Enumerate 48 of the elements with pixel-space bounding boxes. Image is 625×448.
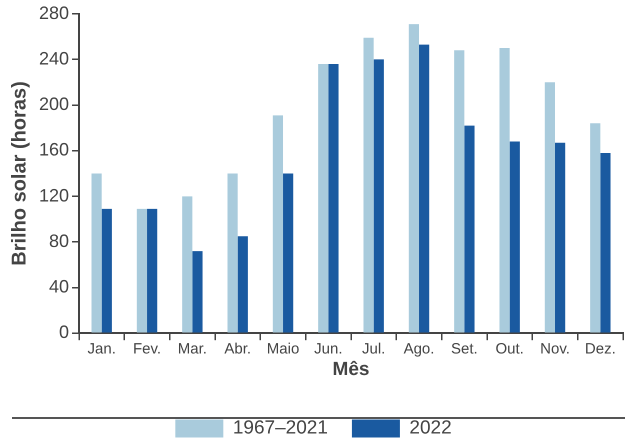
- x-tick-label: Dez.: [584, 340, 616, 358]
- bar: [318, 64, 328, 332]
- bar: [464, 126, 475, 332]
- x-tick-label: Set.: [451, 340, 478, 358]
- x-tick-label: Fev.: [132, 340, 162, 358]
- bar: [555, 142, 566, 332]
- x-tick-label: Maio: [266, 340, 300, 358]
- x-tick-label: Nov.: [540, 340, 570, 358]
- bar: [182, 196, 192, 332]
- bar: [454, 50, 464, 332]
- x-tick-label: Jun.: [314, 340, 343, 358]
- bar: [92, 174, 102, 332]
- bar: [136, 208, 148, 332]
- bar: [408, 24, 420, 332]
- bar: [590, 123, 600, 332]
- x-tick-label: Abr.: [224, 340, 252, 358]
- bar: [272, 115, 284, 332]
- y-tick-label: 160: [38, 140, 70, 160]
- bar: [419, 44, 430, 332]
- x-tick-label: Jul.: [362, 340, 386, 358]
- y-tick-label: 40: [49, 276, 70, 297]
- bar: [328, 64, 339, 332]
- bar: [283, 174, 294, 332]
- x-tick-label: Jan.: [88, 340, 116, 358]
- bar: [499, 48, 510, 332]
- y-tick-label: 200: [38, 94, 70, 114]
- bar: [363, 38, 374, 332]
- bar: [227, 174, 238, 332]
- legend-label: 2022: [409, 418, 452, 439]
- x-tick-label: Out.: [495, 340, 524, 358]
- bar: [147, 208, 158, 332]
- bar: [374, 59, 384, 332]
- bar: [192, 251, 203, 332]
- y-axis-title: Brilho solar (horas): [8, 81, 31, 266]
- y-tick-label: 80: [49, 230, 70, 251]
- y-tick-label: 0: [59, 322, 70, 342]
- bar: [510, 142, 520, 332]
- bar: [600, 152, 611, 332]
- bar: [544, 82, 556, 332]
- y-tick-label: 240: [38, 48, 70, 68]
- x-tick-label: Mar.: [178, 340, 207, 358]
- x-axis-title: Mês: [332, 358, 370, 380]
- y-tick-label: 120: [38, 185, 70, 206]
- legend-label: 1967–2021: [232, 418, 328, 439]
- y-tick-label: 280: [38, 2, 70, 23]
- bar: [102, 208, 112, 332]
- x-tick-label: Ago.: [404, 340, 434, 358]
- bar: [238, 236, 248, 332]
